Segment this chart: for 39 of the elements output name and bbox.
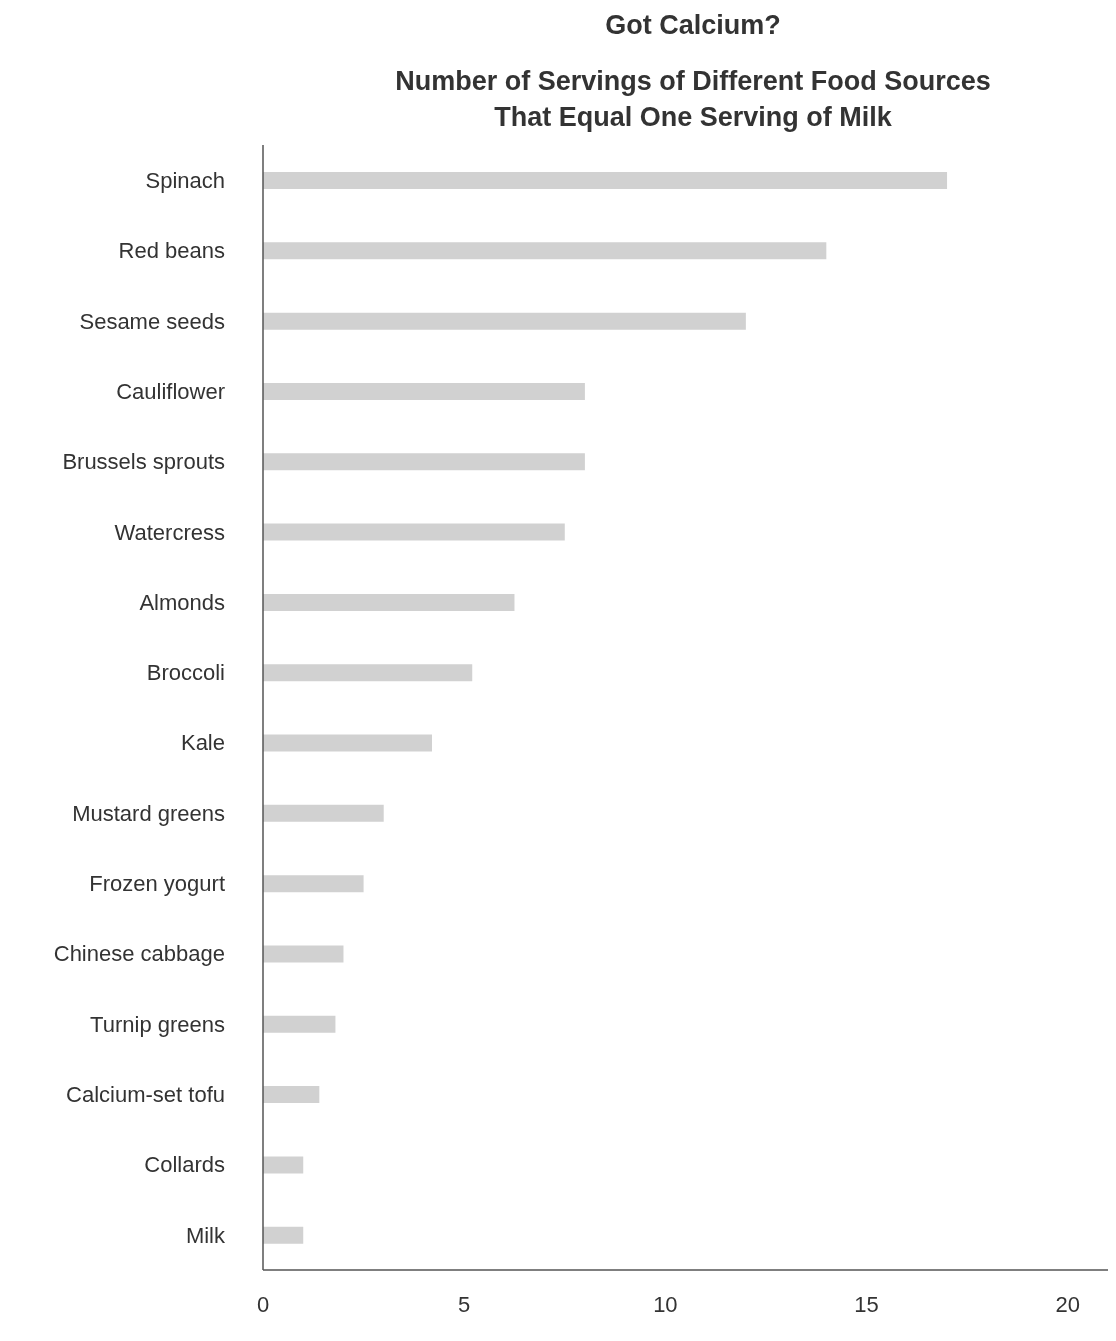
bar (263, 453, 585, 471)
chart-subtitle: Number of Servings of Different Food Sources That Equal One Serving of Milk (394, 65, 992, 134)
y-tick-label: Kale (180, 730, 225, 756)
x-tick-label: 20 (1055, 1291, 1080, 1317)
y-tick-label: Calcium-set tofu (66, 1082, 225, 1108)
y-tick-label: Almonds (139, 589, 225, 615)
bar (263, 523, 565, 541)
y-tick-label: Sesame seeds (79, 308, 225, 334)
y-tick-label: Frozen yogurt (89, 871, 225, 897)
chart-title: Got Calcium? (604, 9, 782, 41)
bar (263, 945, 344, 963)
y-tick-label: Chinese cabbage (53, 941, 225, 967)
bar (263, 382, 585, 400)
bar (263, 1086, 320, 1104)
y-tick-label: Mustard greens (72, 800, 225, 826)
bar (263, 172, 948, 189)
bar (263, 593, 515, 611)
y-tick-label: Cauliflower (116, 378, 225, 404)
bar (263, 664, 473, 682)
y-tick-label: Spinach (145, 167, 225, 193)
y-tick-label: Broccoli (146, 660, 225, 686)
x-tick-label: 10 (653, 1291, 678, 1317)
bar (263, 312, 746, 330)
bar (263, 875, 364, 893)
bar (263, 242, 827, 260)
y-tick-label: Turnip greens (90, 1011, 225, 1037)
y-tick-label: Red beans (118, 238, 225, 264)
y-tick-label: Milk (185, 1222, 226, 1248)
y-tick-label: Watercress (114, 519, 225, 545)
y-tick-label: Brussels sprouts (62, 449, 225, 475)
x-tick-label: 0 (256, 1291, 270, 1317)
y-tick-label: Collards (144, 1152, 225, 1178)
bar (263, 1156, 304, 1174)
x-tick-label: 5 (458, 1291, 471, 1317)
bar (263, 804, 384, 822)
bar (263, 734, 432, 752)
bar (263, 1226, 304, 1244)
bar (263, 1015, 336, 1033)
x-tick-label: 15 (854, 1291, 879, 1317)
